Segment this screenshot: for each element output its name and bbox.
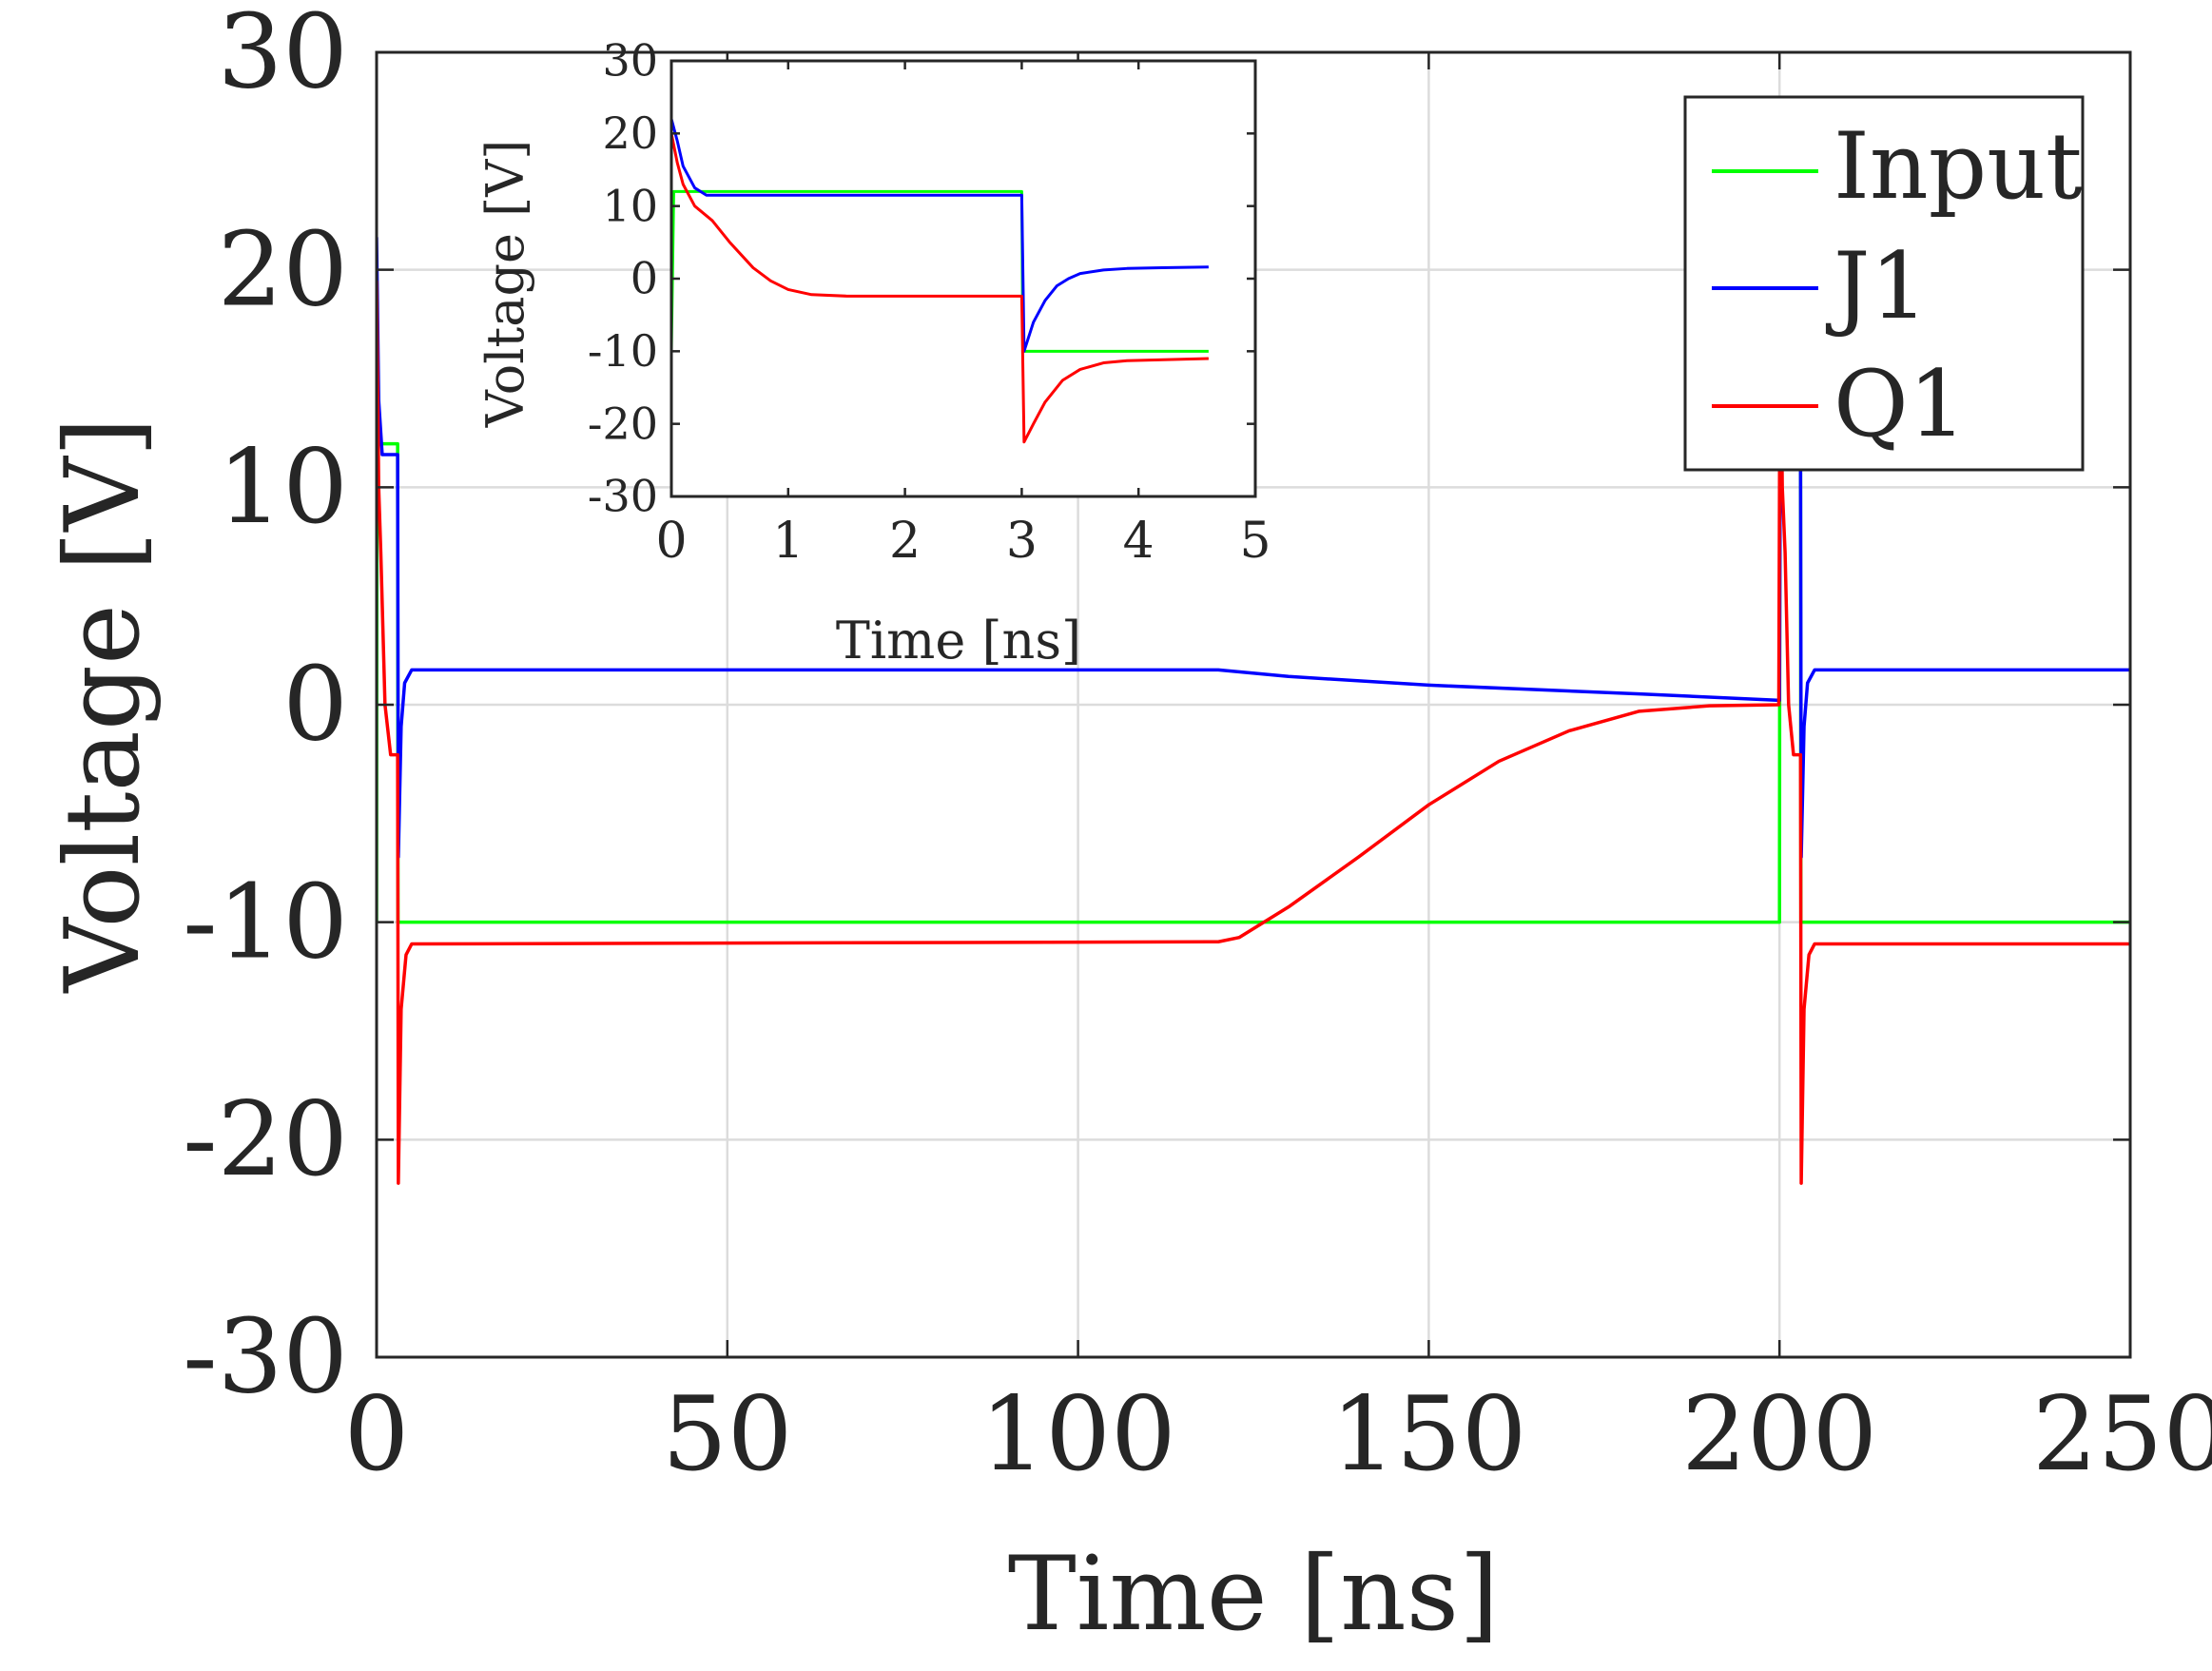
main-x-tick-label: 150: [1330, 1375, 1526, 1494]
main-x-tick-label: 100: [980, 1375, 1176, 1494]
main-x-tick-label: 50: [662, 1375, 792, 1494]
inset-x-tick-label: 5: [1239, 513, 1271, 570]
main-series-q1: [377, 279, 2130, 1185]
main-y-tick-label: 0: [282, 646, 348, 765]
main-x-tick-label: 250: [2032, 1375, 2212, 1494]
main-x-tick-label: 200: [1681, 1375, 1877, 1494]
inset-series-j1: [671, 118, 1209, 353]
main-y-tick-label: -10: [183, 863, 348, 981]
inset-y-tick-label: -10: [588, 325, 658, 377]
inset-x-tick-label: 0: [655, 513, 687, 570]
legend: Input J1 Q1: [1683, 95, 2085, 472]
inset-ticks: [669, 59, 1257, 498]
inset-series-q1: [671, 133, 1209, 444]
main-y-tick-label: 10: [218, 428, 348, 547]
inset-series-group: [671, 118, 1209, 444]
inset-y-tick-label: -30: [588, 471, 658, 522]
legend-label-q1: Q1: [1834, 351, 1967, 457]
legend-label-j1: J1: [1825, 233, 1929, 340]
main-y-tick-label: -30: [183, 1298, 348, 1417]
inset-y-tick-labels: -30 -20 -10 0 10 20 30: [588, 35, 658, 522]
inset-y-axis-title: Voltage [V]: [475, 140, 535, 429]
main-y-tick-label: 20: [218, 210, 348, 329]
inset-x-tick-label: 3: [1006, 513, 1038, 570]
inset-plot-area: [671, 61, 1255, 496]
inset-plot: 0 1 2 3 4 5 -30 -20 -10 0 10 20 30 Time [ns] Voltag…: [475, 35, 1271, 670]
main-y-axis-title: Voltage [V]: [44, 417, 163, 994]
main-x-axis-title: Time [ns]: [1008, 1535, 1499, 1654]
inset-y-tick-label: 10: [602, 180, 658, 231]
main-y-tick-label: -20: [183, 1080, 348, 1199]
main-x-tick-label: 0: [344, 1375, 410, 1494]
main-y-tick-label: 30: [218, 0, 348, 112]
inset-x-tick-labels: 0 1 2 3 4 5: [655, 513, 1271, 570]
inset-y-tick-label: 30: [602, 35, 658, 87]
inset-y-tick-label: 0: [631, 253, 658, 304]
inset-y-tick-label: 20: [602, 107, 658, 159]
main-x-tick-labels: 0 50 100 150 200 250: [344, 1375, 2212, 1494]
inset-x-axis-title: Time [ns]: [836, 611, 1081, 670]
inset-x-tick-label: 1: [772, 513, 804, 570]
legend-label-input: Input: [1834, 113, 2083, 220]
inset-x-tick-label: 2: [889, 513, 921, 570]
inset-y-tick-label: -20: [588, 398, 658, 449]
inset-x-tick-label: 4: [1123, 513, 1155, 570]
inset-series-input: [671, 189, 1209, 353]
main-series-j1: [377, 235, 2130, 859]
main-y-tick-labels: -30 -20 -10 0 10 20 30: [183, 0, 348, 1417]
main-series-group: [377, 235, 2130, 1185]
